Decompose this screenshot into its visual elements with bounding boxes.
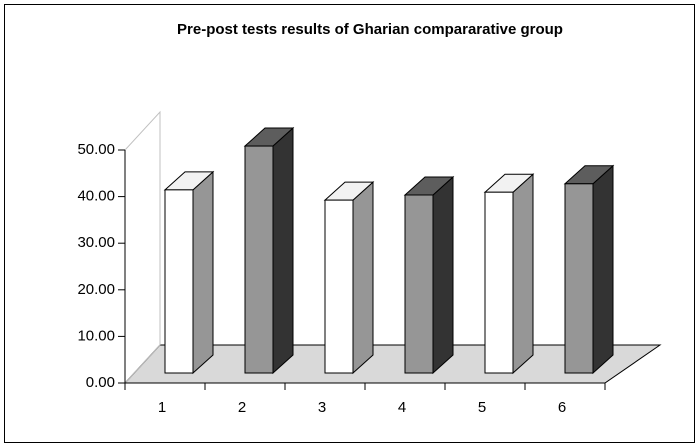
y-tick-label: 20.00 (77, 281, 115, 298)
bar (404, 194, 434, 374)
bar (324, 199, 354, 374)
bar-side (352, 180, 374, 375)
x-tick-label: 2 (238, 399, 246, 416)
bar (244, 145, 274, 374)
bar-side (192, 170, 214, 375)
bar-side (432, 175, 454, 375)
y-tick-label: 40.00 (77, 188, 115, 205)
bar-side (512, 173, 534, 375)
y-tick-label: 10.00 (77, 327, 115, 344)
x-tick-label: 4 (398, 399, 406, 416)
bar (484, 191, 514, 374)
x-tick-label: 5 (478, 399, 486, 416)
bar (564, 183, 594, 374)
y-tick-label: 50.00 (77, 141, 115, 158)
y-tick-label: 0.00 (86, 374, 115, 391)
x-tick-label: 1 (158, 399, 166, 416)
x-tick-label: 3 (318, 399, 326, 416)
x-tick-label: 6 (558, 399, 566, 416)
back-wall (124, 110, 161, 345)
bar (164, 189, 194, 374)
bar-side (272, 126, 294, 375)
bar-side (592, 164, 614, 375)
chart-title: Pre-post tests results of Gharian compar… (177, 21, 563, 38)
wall-edge (124, 344, 161, 384)
y-tick-label: 30.00 (77, 234, 115, 251)
